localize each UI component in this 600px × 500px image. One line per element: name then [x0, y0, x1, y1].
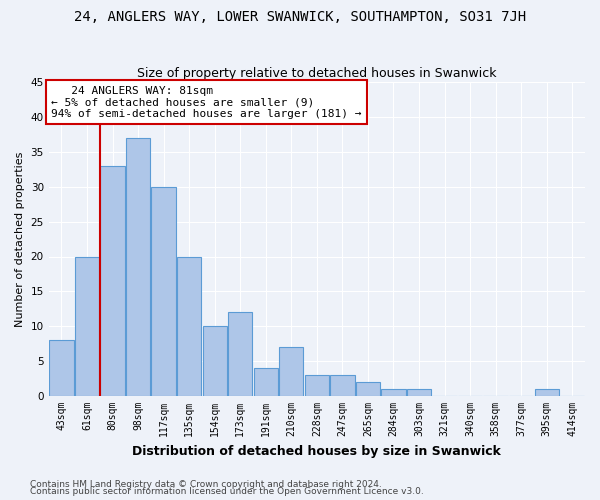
Bar [151, 186, 176, 396]
Bar [75, 256, 99, 396]
Bar [100, 166, 125, 396]
X-axis label: Distribution of detached houses by size in Swanwick: Distribution of detached houses by size … [133, 444, 501, 458]
Bar [382, 389, 406, 396]
Bar [407, 389, 431, 396]
Y-axis label: Number of detached properties: Number of detached properties [15, 152, 25, 326]
Bar [356, 382, 380, 396]
Title: Size of property relative to detached houses in Swanwick: Size of property relative to detached ho… [137, 66, 497, 80]
Text: Contains HM Land Registry data © Crown copyright and database right 2024.: Contains HM Land Registry data © Crown c… [30, 480, 382, 489]
Bar [177, 256, 201, 396]
Bar [254, 368, 278, 396]
Text: Contains public sector information licensed under the Open Government Licence v3: Contains public sector information licen… [30, 487, 424, 496]
Bar [279, 347, 304, 396]
Bar [49, 340, 74, 396]
Bar [305, 375, 329, 396]
Text: 24 ANGLERS WAY: 81sqm
← 5% of detached houses are smaller (9)
94% of semi-detach: 24 ANGLERS WAY: 81sqm ← 5% of detached h… [51, 86, 362, 118]
Text: 24, ANGLERS WAY, LOWER SWANWICK, SOUTHAMPTON, SO31 7JH: 24, ANGLERS WAY, LOWER SWANWICK, SOUTHAM… [74, 10, 526, 24]
Bar [228, 312, 253, 396]
Bar [126, 138, 150, 396]
Bar [330, 375, 355, 396]
Bar [535, 389, 559, 396]
Bar [203, 326, 227, 396]
